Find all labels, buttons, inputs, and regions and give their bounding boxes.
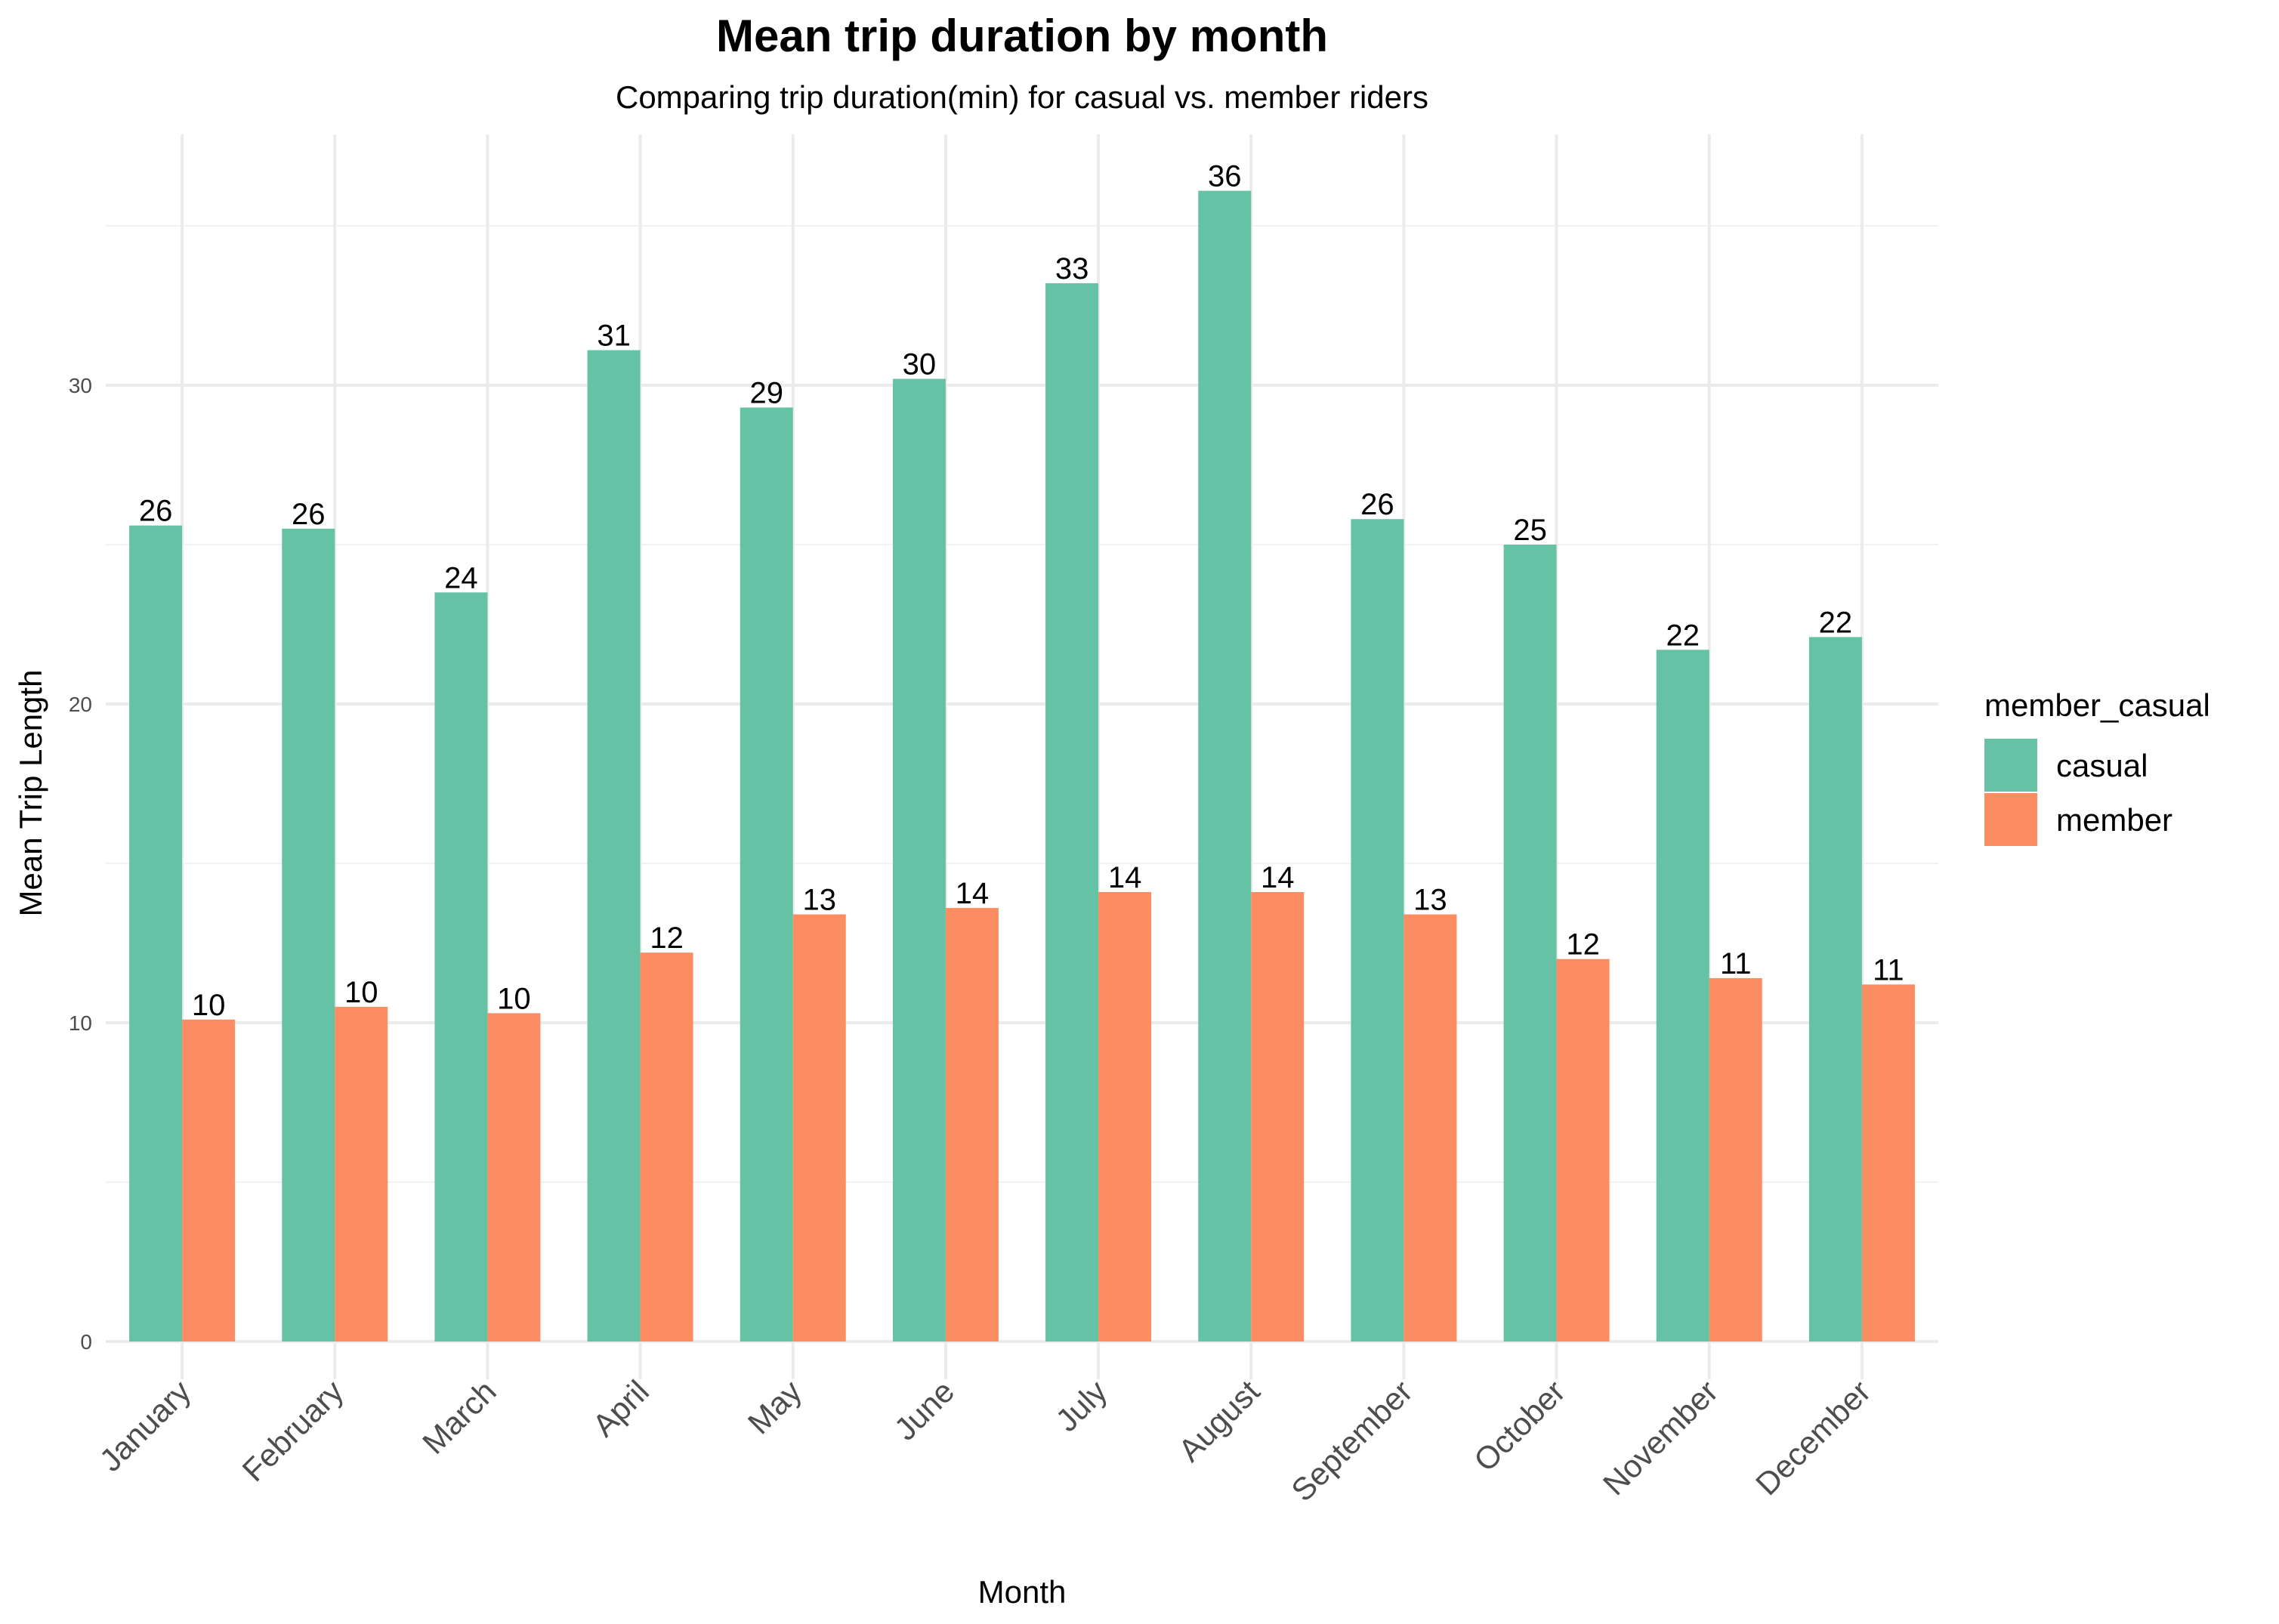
x-tick-label: June — [888, 1373, 962, 1447]
bars-group — [129, 190, 1915, 1342]
bar-casual — [434, 592, 488, 1341]
data-label-member: 13 — [1413, 884, 1447, 917]
legend-label-casual: casual — [2056, 748, 2148, 783]
data-label-casual: 29 — [750, 377, 784, 410]
x-tick-label: October — [1467, 1373, 1572, 1478]
data-label-member: 11 — [1720, 947, 1752, 980]
bar-labels-group: 26 26 24 31 29 30 33 36 26 25 22 22 10 10 10 12 13 14 14 14… — [139, 160, 1904, 1022]
bar-member — [1098, 891, 1152, 1341]
data-label-casual: 25 — [1513, 514, 1547, 547]
chart-subtitle: Comparing trip duration(min) for casual … — [616, 79, 1428, 115]
y-axis-title: Mean Trip Length — [13, 670, 48, 917]
data-label-member: 10 — [497, 982, 531, 1015]
bar-member — [792, 914, 846, 1341]
x-tick-label: November — [1596, 1373, 1725, 1502]
bar-member — [182, 1019, 236, 1341]
bar-casual — [129, 525, 183, 1342]
data-label-member: 10 — [344, 976, 378, 1009]
bar-casual — [1503, 545, 1557, 1341]
bar-member — [335, 1006, 388, 1341]
bar-casual — [282, 528, 335, 1341]
x-tick-label: April — [585, 1373, 656, 1443]
chart-title: Mean trip duration by month — [716, 11, 1328, 61]
data-label-member: 11 — [1873, 953, 1904, 986]
y-tick-label: 10 — [69, 1011, 92, 1035]
x-tick-label: February — [236, 1373, 350, 1488]
y-tick-label: 0 — [80, 1330, 92, 1354]
data-label-casual: 33 — [1055, 252, 1089, 286]
x-tick-label: September — [1284, 1373, 1419, 1508]
minor-gridlines — [106, 225, 1938, 1183]
bar-member — [1404, 914, 1457, 1341]
data-label-casual: 26 — [292, 498, 326, 531]
data-label-casual: 30 — [903, 348, 937, 381]
legend-title: member_casual — [1984, 687, 2210, 723]
x-tick-label: August — [1172, 1373, 1267, 1468]
data-label-casual: 26 — [139, 495, 173, 528]
bar-member — [1556, 959, 1610, 1341]
bar-member — [945, 908, 999, 1341]
bar-member — [1709, 977, 1762, 1341]
x-tick-label: December — [1749, 1373, 1877, 1502]
bar-casual — [892, 378, 946, 1341]
data-label-casual: 22 — [1819, 606, 1853, 639]
data-label-member: 14 — [956, 877, 990, 910]
bar-casual — [1808, 637, 1862, 1341]
bar-member — [1861, 984, 1915, 1341]
y-tick-label: 30 — [69, 374, 92, 397]
data-label-casual: 31 — [597, 320, 631, 353]
bar-casual — [1198, 190, 1252, 1342]
x-tick-label: May — [741, 1373, 808, 1440]
data-label-casual: 24 — [444, 561, 478, 594]
data-label-member: 14 — [1261, 861, 1295, 894]
x-tick-label: January — [93, 1373, 198, 1478]
x-axis-title: Month — [978, 1574, 1067, 1610]
bar-member — [487, 1013, 541, 1341]
bar-casual — [740, 407, 793, 1341]
bar-casual — [1656, 650, 1709, 1341]
x-axis-ticks: January February March April May June July Augu… — [93, 1373, 1878, 1508]
data-label-casual: 36 — [1208, 160, 1242, 193]
x-tick-label: July — [1048, 1373, 1113, 1438]
x-tick-label: March — [415, 1373, 503, 1461]
data-label-member: 10 — [192, 989, 226, 1022]
data-label-casual: 26 — [1360, 488, 1394, 521]
data-label-member: 12 — [650, 922, 684, 955]
legend: member_casual casual member — [1984, 687, 2210, 846]
bar-casual — [1045, 283, 1099, 1342]
bar-member — [640, 952, 693, 1341]
legend-swatch-casual — [1984, 739, 2037, 792]
y-tick-label: 20 — [69, 693, 92, 716]
legend-swatch-member — [1984, 793, 2037, 846]
data-label-member: 12 — [1566, 928, 1600, 962]
legend-label-member: member — [2056, 802, 2172, 838]
y-axis-ticks: 0 10 20 30 — [69, 374, 92, 1354]
data-label-member: 13 — [803, 884, 837, 917]
bar-member — [1251, 891, 1305, 1341]
data-label-member: 14 — [1108, 861, 1142, 894]
bar-casual — [587, 350, 641, 1342]
bar-casual — [1351, 519, 1404, 1341]
data-label-casual: 22 — [1666, 619, 1700, 652]
